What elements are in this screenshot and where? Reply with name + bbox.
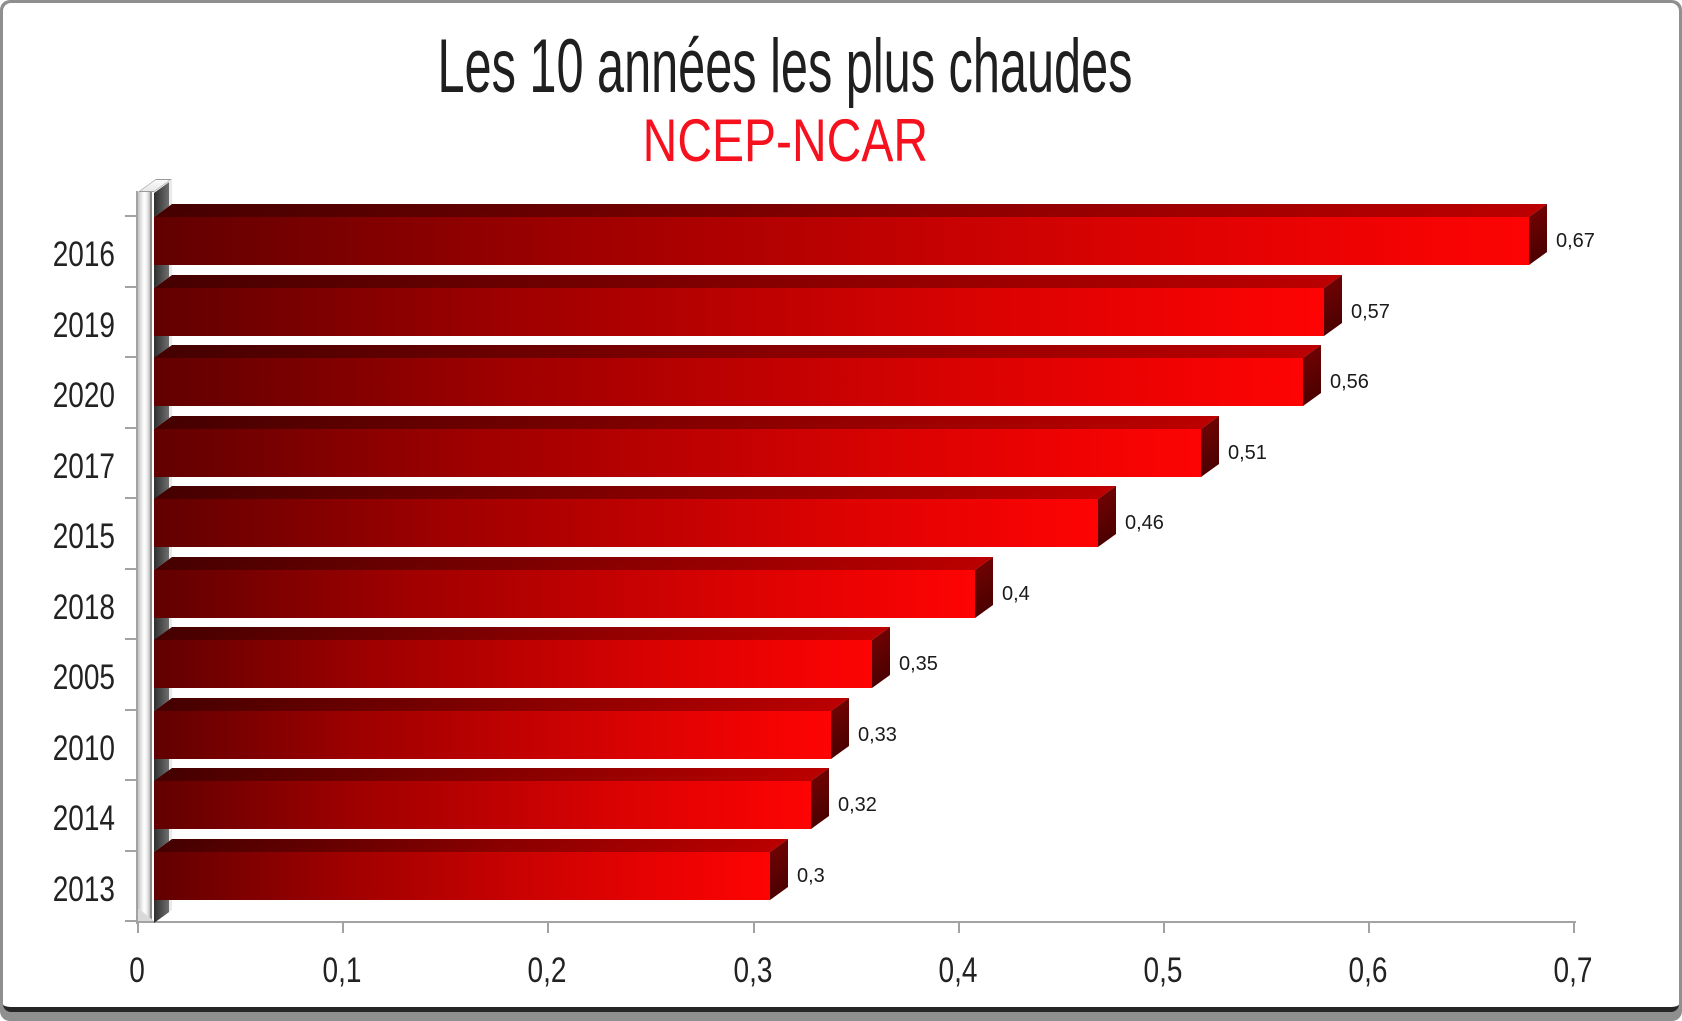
chart-card: Les 10 années les plus chaudes NCEP-NCAR…: [3, 3, 1679, 1012]
bar-top-face: [154, 556, 994, 570]
bar-value-label: 0,67: [1556, 230, 1595, 252]
bar-value-label: 0,35: [899, 653, 938, 675]
bar: [154, 486, 1117, 547]
value-axis-tick: [547, 922, 550, 933]
value-axis-line: [136, 921, 1576, 923]
chart-subtitle-text: NCEP-NCAR: [642, 106, 928, 174]
bar: [154, 204, 1548, 265]
year-label: 2010: [52, 728, 115, 768]
value-axis-tick: [957, 922, 960, 933]
category-axis-wall: [138, 192, 152, 923]
category-axis-tick: [125, 708, 137, 711]
x-tick-label: 0,3: [733, 951, 773, 990]
bar-value-label: 0,32: [838, 794, 877, 816]
x-tick-label: 0,1: [322, 951, 362, 990]
year-label: 2015: [52, 517, 115, 556]
bar: [154, 768, 830, 829]
bar-top-face: [154, 838, 789, 852]
bar-value-label: 0,33: [858, 723, 897, 746]
bar-value-label: 0,3: [797, 864, 825, 887]
bar-value-label: 0,56: [1330, 371, 1369, 393]
bar: [154, 627, 891, 688]
year-label: 2019: [52, 305, 115, 345]
bar-top-face: [154, 345, 1322, 358]
year-label: 2017: [52, 446, 115, 486]
value-axis-tick: [1368, 922, 1371, 933]
bar: [154, 838, 789, 900]
plot-area: 0,67 2016 0,57 2019 0,56 2020 0,51 2017 0,46 2015…: [3, 3, 1679, 1007]
year-label: 2014: [52, 799, 115, 838]
bar: [154, 345, 1322, 406]
bar: [154, 556, 994, 618]
category-axis-tick: [125, 497, 137, 499]
x-tick-label: 0: [129, 951, 145, 990]
bar-top-face: [154, 697, 850, 711]
value-axis-tick: [752, 922, 755, 933]
bar-top-face: [154, 486, 1117, 499]
chart-title: Les 10 années les plus chaudes: [3, 27, 1567, 107]
x-tick-label: 0,2: [527, 951, 567, 990]
bar-top-face: [154, 274, 1343, 288]
category-axis-tick: [125, 638, 137, 640]
year-label: 2016: [52, 235, 115, 274]
year-label: 2005: [52, 658, 115, 697]
bar-value-label: 0,57: [1351, 300, 1390, 323]
bar-value-label: 0,46: [1125, 512, 1164, 534]
bar-top-face: [154, 627, 891, 640]
category-axis-tick: [125, 285, 137, 288]
category-axis-tick: [125, 426, 137, 429]
category-axis-tick: [125, 356, 137, 358]
x-tick-label: 0,6: [1348, 951, 1388, 990]
value-axis-tick: [1573, 922, 1576, 933]
category-axis-line: [136, 191, 138, 924]
category-axis-tick: [125, 849, 137, 852]
bar-top-face: [154, 204, 1548, 217]
category-axis-tick: [125, 920, 137, 922]
bar-top-face: [154, 768, 830, 781]
chart-subtitle: NCEP-NCAR: [3, 109, 1567, 172]
year-label: 2020: [52, 376, 115, 415]
x-tick-label: 0,4: [938, 951, 978, 990]
bar: [154, 697, 850, 759]
category-axis-tick: [125, 567, 137, 570]
value-axis-tick: [1163, 922, 1165, 933]
x-tick-label: 0,5: [1143, 951, 1183, 990]
bar: [154, 274, 1343, 336]
category-axis-tick: [125, 215, 137, 217]
year-label: 2018: [52, 587, 115, 627]
bar: [154, 415, 1220, 477]
value-axis-tick: [342, 922, 345, 933]
bar-value-label: 0,4: [1002, 582, 1030, 605]
chart-header: Les 10 années les plus chaudes NCEP-NCAR: [3, 27, 1567, 172]
bar-value-label: 0,51: [1228, 441, 1267, 464]
x-tick-label: 0,7: [1553, 951, 1593, 990]
bar-top-face: [154, 415, 1220, 429]
value-axis-tick: [137, 922, 139, 933]
year-label: 2013: [52, 869, 115, 909]
category-axis-tick: [125, 779, 137, 781]
chart-title-text: Les 10 années les plus chaudes: [437, 24, 1133, 109]
